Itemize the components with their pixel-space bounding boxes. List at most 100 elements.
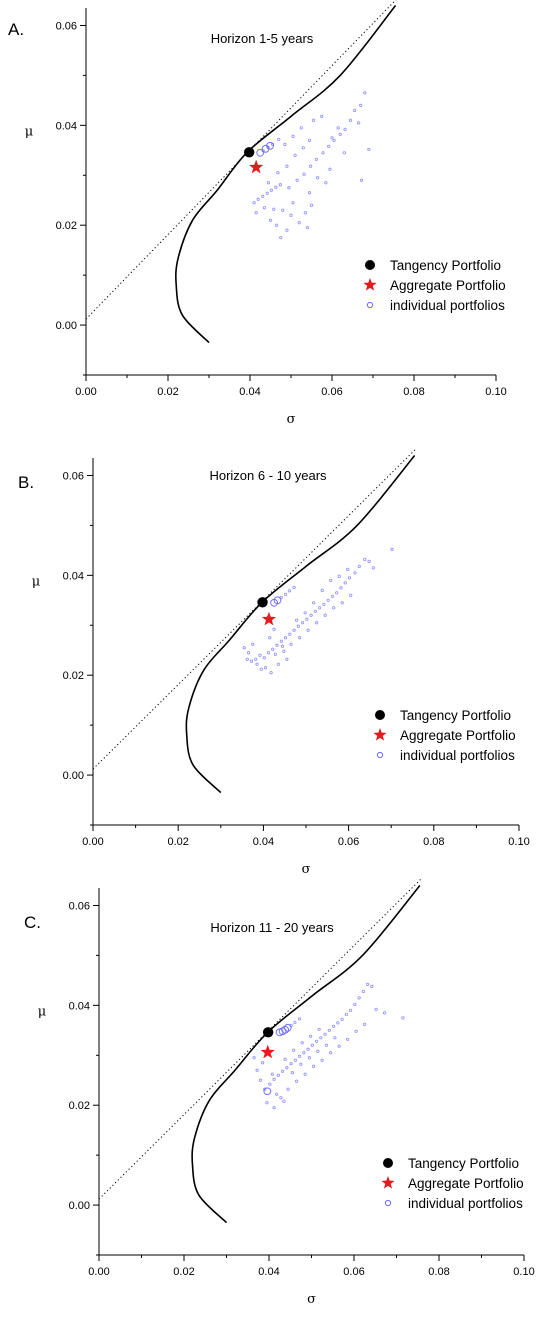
x-axis-label: σ: [307, 1292, 316, 1307]
individual-portfolio-point: [321, 151, 325, 155]
individual-portfolio-point: [287, 589, 291, 593]
individual-portfolio-point: [322, 602, 326, 606]
individual-portfolio-point: [336, 126, 340, 130]
individual-portfolio-point: [309, 164, 313, 168]
x-tick-label: 0.00: [82, 836, 103, 848]
individual-portfolio-point: [309, 1034, 313, 1038]
legend-tangency-marker: [383, 1158, 393, 1168]
individual-portfolio-point: [261, 1061, 265, 1065]
individual-portfolio-point: [266, 145, 270, 149]
individual-portfolio-point: [365, 982, 370, 986]
individual-portfolio-point: [271, 647, 275, 651]
x-axis-label: σ: [302, 862, 311, 877]
individual-portfolio-point: [336, 1021, 340, 1025]
individual-portfolio-point: [339, 586, 343, 590]
individual-portfolio-point: [279, 1096, 283, 1100]
legend-aggregate-label: Aggregate Portfolio: [390, 278, 506, 293]
individual-portfolio-point: [330, 594, 335, 598]
chart-panel-a: A. Horizon 1-5 years 0.00 0.02 0.04 0.06 0.08 0…: [8, 0, 507, 427]
individual-portfolio-point: [295, 618, 299, 622]
individual-portfolio-point: [332, 138, 336, 142]
individual-portfolio-point: [254, 211, 258, 215]
y-tick-label: 0.02: [63, 670, 84, 682]
individual-portfolio-point: [263, 666, 268, 670]
individual-portfolio-point: [348, 1008, 353, 1012]
individual-portfolio-point: [280, 1069, 285, 1073]
individual-portfolio-point: [305, 617, 309, 621]
individual-portfolio-point: [361, 989, 365, 993]
y-tick-label: 0.00: [56, 320, 77, 332]
individual-portfolio-point: [261, 149, 265, 153]
individual-portfolio-point: [305, 226, 309, 230]
individual-portfolio-point: [277, 137, 281, 141]
individual-portfolio-point: [326, 598, 330, 602]
legend-aggregate-marker: [381, 1176, 395, 1189]
individual-portfolio-point: [275, 1092, 279, 1096]
individual-portfolio-point: [307, 138, 312, 142]
individual-portfolio-point: [259, 667, 263, 671]
individual-portfolio-point: [312, 1064, 316, 1068]
chart-panel-c: C. Horizon 11 - 20 years 0.00 0.02 0.04 0.06 0…: [24, 877, 535, 1307]
individual-portfolio-point: [276, 662, 280, 666]
individual-portfolio-point: [324, 181, 328, 185]
individual-portfolio-point: [295, 1079, 299, 1083]
individual-portfolio-point: [246, 651, 251, 655]
individual-portfolio-point: [291, 201, 295, 205]
x-tick-label: 0.10: [513, 1266, 534, 1278]
individual-portfolio-point: [252, 201, 256, 205]
legend: Tangency Portfolio Aggregate Portfolio ind…: [363, 258, 506, 313]
individual-portfolio-point: [299, 1062, 303, 1066]
individual-portfolio-point: [285, 228, 289, 232]
individual-portfolio-point: [255, 662, 259, 666]
individual-portfolio-point: [272, 1077, 276, 1081]
individual-portfolio-point: [272, 627, 276, 631]
individual-portfolio-point: [306, 1047, 310, 1051]
x-tick-label: 0.06: [343, 1266, 364, 1278]
individual-portfolio-point: [268, 1082, 272, 1086]
individual-portfolio-point: [256, 148, 265, 157]
individual-portfolio-point: [328, 167, 332, 171]
individual-portfolio-point: [337, 574, 341, 578]
individual-portfolio-point: [353, 1002, 357, 1006]
x-tick-label: 0.04: [258, 1266, 279, 1278]
x-tick-label: 0.00: [88, 1266, 109, 1278]
individual-portfolio-point: [302, 172, 306, 176]
individual-portfolio-point: [309, 203, 314, 207]
legend-aggregate-marker: [373, 728, 387, 741]
x-axis-label: σ: [287, 412, 296, 427]
individual-portfolio-point: [293, 1020, 297, 1024]
individual-portfolio-point: [342, 151, 346, 155]
individual-portfolio-point: [323, 1032, 327, 1036]
individual-portfolio-point: [245, 657, 249, 661]
individual-portfolio-point: [286, 1087, 290, 1091]
individual-portfolio-point: [285, 657, 289, 661]
individual-portfolio-point: [331, 1024, 336, 1028]
individual-portfolio-point: [266, 181, 271, 185]
individual-portfolio-point: [347, 576, 352, 580]
x-tick-label: 0.10: [485, 386, 506, 398]
y-axis-label: μ: [32, 574, 40, 589]
individual-portfolio-point: [293, 153, 297, 157]
individual-portfolio-point: [313, 609, 317, 613]
legend-tangency-label: Tangency Portfolio: [408, 1156, 519, 1171]
individual-portfolio-point: [314, 157, 319, 161]
individual-portfolio-point: [314, 1039, 319, 1043]
individual-portfolio-point: [300, 621, 305, 625]
individual-portfolio-point: [337, 1044, 341, 1048]
individual-portfolio-point: [363, 1022, 367, 1026]
individual-portfolio-point: [283, 636, 288, 640]
x-tick-label: 0.08: [403, 386, 424, 398]
individual-portfolio-point: [283, 1023, 292, 1032]
individual-portfolio-point: [258, 653, 262, 657]
individual-portfolio-point: [348, 118, 353, 122]
individual-portfolio-point: [255, 1068, 259, 1072]
legend-individual-marker: [384, 1199, 392, 1207]
individual-portfolio-point: [320, 1058, 324, 1062]
aggregate-portfolio-star: [249, 159, 264, 174]
individual-portfolio-point: [272, 207, 276, 211]
chart-title: Horizon 11 - 20 years: [210, 920, 334, 935]
legend-tangency-label: Tangency Portfolio: [390, 258, 501, 273]
x-tick-label: 0.02: [157, 386, 178, 398]
legend-tangency-label: Tangency Portfolio: [400, 708, 511, 723]
